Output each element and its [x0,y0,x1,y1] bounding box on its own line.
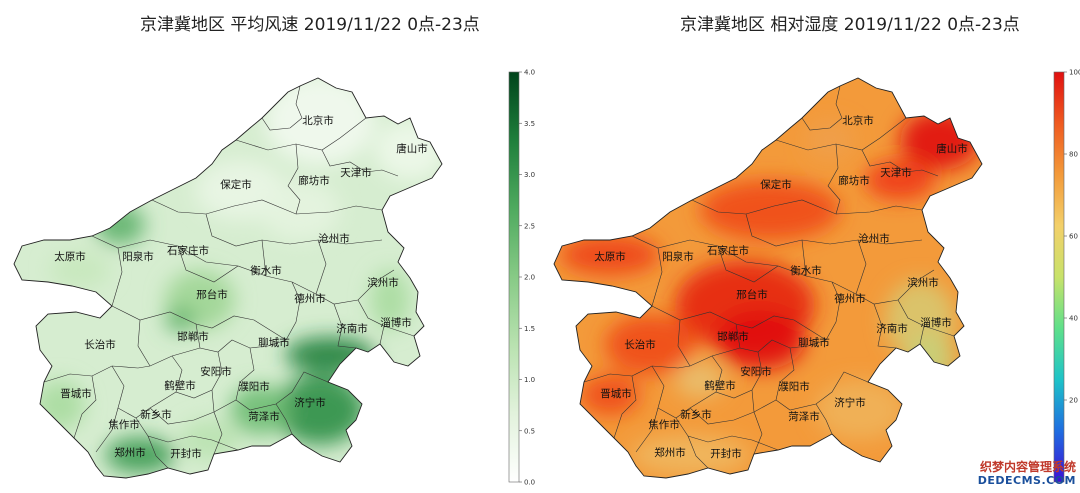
colorbar-tick-label: 20 [1069,397,1078,405]
colorbar-tick-label: 40 [1069,315,1078,323]
city-label: 聊城市 [258,336,290,349]
wind-speed-map-panel: 京津冀地区 平均风速 2019/11/22 0点-23点 北京市唐山市天津市 廊坊… [13,15,535,487]
city-label: 石家庄市 [167,244,209,257]
city-label: 晋城市 [60,387,92,400]
colorbar-tick-label: 3.0 [524,171,535,179]
watermark: 织梦内容管理系统 DEDECMS.COM [977,460,1076,488]
city-label: 鹤壁市 [704,379,736,392]
city-label: 廊坊市 [298,174,330,187]
city-label: 新乡市 [680,408,712,421]
city-label: 长治市 [624,338,656,351]
city-label: 沧州市 [318,232,350,245]
city-label: 唐山市 [396,142,428,155]
colorbar-tick-label: 80 [1069,151,1078,159]
region-outline [553,77,983,479]
humidity-map-panel: 京津冀地区 相对湿度 2019/11/22 0点-23点 北京市唐山市天津市 廊坊… [540,0,1080,493]
city-label: 沧州市 [858,232,890,245]
colorbar-tick-label: 2.0 [524,274,535,282]
city-label: 邢台市 [736,288,768,301]
city-label: 新乡市 [140,408,172,421]
city-label: 济宁市 [834,396,866,409]
city-label: 焦作市 [108,418,140,431]
city-label: 德州市 [834,292,866,305]
city-label: 石家庄市 [707,244,749,257]
city-label: 阳泉市 [122,250,154,263]
city-label: 淄博市 [920,316,952,329]
city-label: 北京市 [842,114,874,127]
city-label: 阳泉市 [662,250,694,263]
city-label: 济南市 [336,322,368,335]
city-label: 保定市 [220,178,252,191]
city-label: 安阳市 [200,365,232,378]
colorbar-tick-label: 0.5 [524,427,535,435]
city-label: 聊城市 [798,336,830,349]
colorbar [508,71,520,483]
district-boundaries [43,85,415,469]
city-label: 长治市 [84,338,116,351]
city-label: 天津市 [880,166,912,179]
city-label: 滨州市 [907,276,939,289]
city-label: 邯郸市 [717,330,749,343]
city-label: 太原市 [594,250,626,263]
city-label: 保定市 [760,178,792,191]
city-label: 邢台市 [196,288,228,301]
colorbar-tick-label: 1.0 [524,376,535,384]
humidity-map-title: 京津冀地区 相对湿度 2019/11/22 0点-23点 [680,15,1020,35]
city-label: 开封市 [170,447,202,460]
city-label: 北京市 [302,114,334,127]
watermark-text-cn: 织梦内容管理系统 [979,460,1076,474]
city-label: 郑州市 [654,446,686,459]
city-label: 淄博市 [380,316,412,329]
city-label: 鹤壁市 [164,379,196,392]
city-label: 廊坊市 [838,174,870,187]
watermark-text-en: DEDECMS.COM [977,474,1076,487]
city-label: 衡水市 [790,264,822,277]
city-label: 菏泽市 [248,410,280,423]
colorbar-tick-label: 60 [1069,233,1078,241]
city-label: 济宁市 [294,396,326,409]
city-label: 濮阳市 [238,380,270,393]
colorbar-tick-label: 0.0 [524,479,535,487]
city-label: 郑州市 [114,446,146,459]
city-label: 晋城市 [600,387,632,400]
region-outline [13,77,443,479]
city-label: 唐山市 [936,142,968,155]
city-label: 开封市 [710,447,742,460]
city-label: 濮阳市 [778,380,810,393]
city-label: 邯郸市 [177,330,209,343]
colorbar-tick-label: 1.5 [524,325,535,333]
colorbar-tick-label: 4.0 [524,69,535,77]
city-label: 德州市 [294,292,326,305]
city-label: 安阳市 [740,365,772,378]
city-label: 太原市 [54,250,86,263]
city-label: 滨州市 [367,276,399,289]
wind-map-title: 京津冀地区 平均风速 2019/11/22 0点-23点 [140,15,480,35]
colorbar-tick-label: 3.5 [524,120,535,128]
city-label: 焦作市 [648,418,680,431]
colorbar [1053,71,1065,483]
district-boundaries [583,85,955,469]
city-label: 济南市 [876,322,908,335]
city-label: 衡水市 [250,264,282,277]
colorbar-tick-label: 2.5 [524,222,535,230]
city-label: 天津市 [340,166,372,179]
colorbar-tick-label: 100 [1069,69,1080,77]
city-label: 菏泽市 [788,410,820,423]
